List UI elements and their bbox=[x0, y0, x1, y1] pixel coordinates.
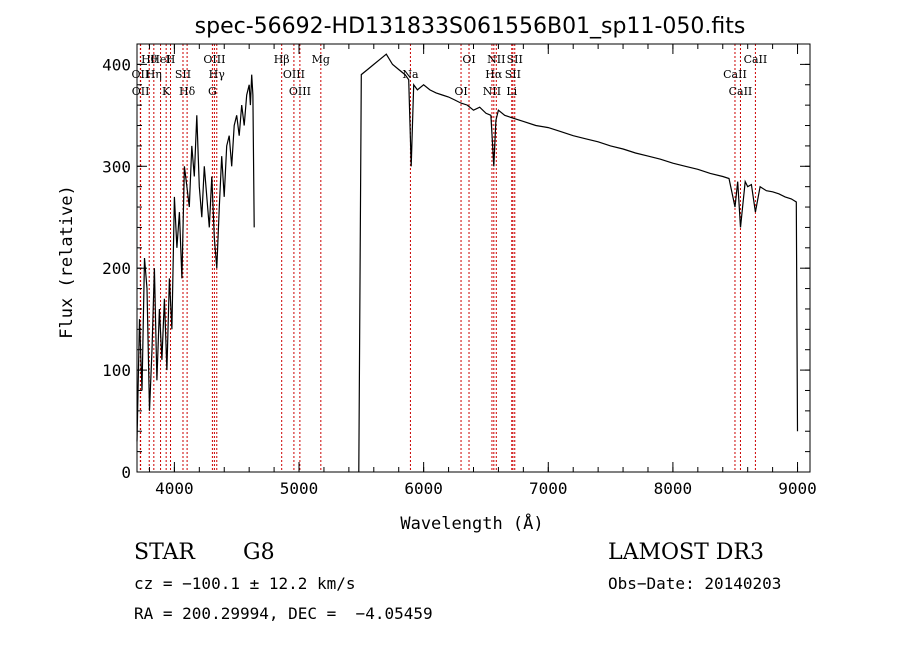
x-tick-label: 8000 bbox=[654, 479, 693, 498]
observation-date: Obs−Date: 20140203 bbox=[608, 574, 782, 593]
line-label: OI bbox=[462, 53, 475, 66]
line-label: Hβ bbox=[274, 53, 290, 66]
x-tick-label: 9000 bbox=[778, 479, 817, 498]
line-label: H bbox=[166, 53, 176, 66]
line-label: Na bbox=[402, 68, 419, 81]
line-label: Hδ bbox=[179, 85, 196, 98]
plot-frame bbox=[136, 43, 811, 473]
line-label: Li bbox=[506, 85, 517, 98]
y-axis: 0 100 200 300 400 bbox=[102, 43, 810, 482]
line-label: NII bbox=[483, 85, 501, 98]
coordinates: RA = 200.29994, DEC = −4.05459 bbox=[134, 604, 433, 623]
y-tick-label: 400 bbox=[102, 55, 131, 74]
y-tick-label: 200 bbox=[102, 259, 131, 278]
y-tick-label: 300 bbox=[102, 157, 131, 176]
line-label: OII bbox=[132, 68, 150, 81]
line-label: OII bbox=[132, 85, 150, 98]
line-markers bbox=[139, 44, 756, 472]
line-label: Hθ bbox=[141, 53, 158, 66]
x-tick-label: 4000 bbox=[155, 479, 194, 498]
line-label: Hη bbox=[146, 68, 162, 81]
line-label: K bbox=[162, 85, 171, 98]
line-label: Hα bbox=[485, 68, 503, 81]
x-tick-label: 5000 bbox=[280, 479, 319, 498]
line-label: SII bbox=[175, 68, 191, 81]
line-label: OIII bbox=[283, 68, 305, 81]
line-label: HeI bbox=[150, 53, 170, 66]
y-tick-label: 0 bbox=[121, 463, 131, 482]
chart-title: spec-56692-HD131833S061556B01_sp11-050.f… bbox=[195, 14, 746, 39]
line-label: NII bbox=[487, 53, 505, 66]
spectrum-series-line bbox=[358, 53, 799, 473]
y-tick-label: 100 bbox=[102, 361, 131, 380]
line-label: CaII bbox=[744, 53, 768, 66]
spectrum-series-line bbox=[136, 74, 255, 442]
x-tick-label: 7000 bbox=[529, 479, 568, 498]
x-axis: 4000 5000 6000 7000 8000 9000 bbox=[148, 44, 817, 498]
line-label: SII bbox=[507, 53, 523, 66]
line-labels: HθOIIOIIHeIHηKHSIIHδOIIIHγGHβOIIIOIIIMgN… bbox=[132, 53, 768, 98]
line-label: G bbox=[208, 85, 217, 98]
line-label: OIII bbox=[289, 85, 311, 98]
x-tick-label: 6000 bbox=[404, 479, 443, 498]
line-label: CaII bbox=[729, 85, 753, 98]
survey-name: LAMOST DR3 bbox=[608, 540, 764, 565]
line-label: Hγ bbox=[209, 68, 226, 81]
x-axis-label: Wavelength (Å) bbox=[400, 512, 543, 534]
redshift-velocity: cz = −100.1 ± 12.2 km/s bbox=[134, 574, 356, 593]
object-subclass: G8 bbox=[243, 540, 275, 565]
line-label: OIII bbox=[203, 53, 225, 66]
line-label: CaII bbox=[723, 68, 747, 81]
spectrum-series bbox=[136, 53, 799, 473]
line-label: OI bbox=[454, 85, 467, 98]
object-class: STAR bbox=[134, 540, 195, 565]
y-axis-label: Flux (relative) bbox=[57, 185, 77, 339]
line-label: Mg bbox=[312, 53, 330, 66]
line-label: SII bbox=[505, 68, 521, 81]
